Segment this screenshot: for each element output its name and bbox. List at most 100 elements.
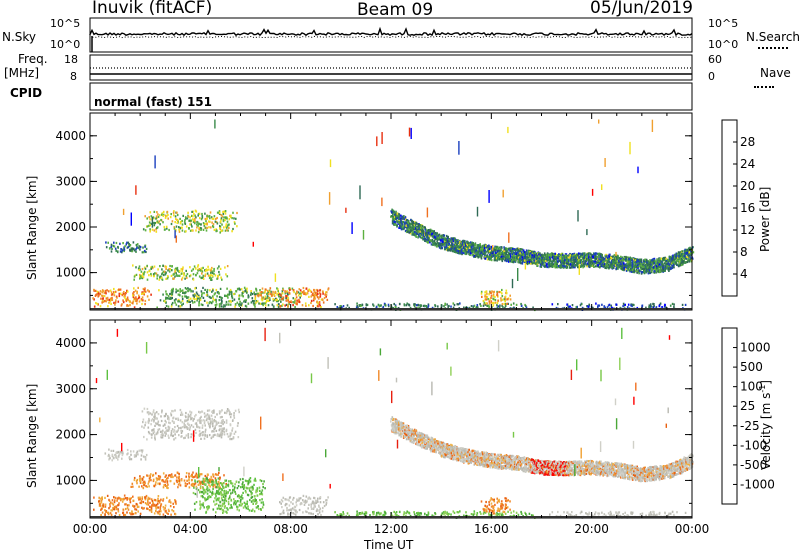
echo-cell (144, 249, 146, 253)
echo-cell (284, 292, 287, 295)
trace-cell (397, 217, 400, 220)
echo-cell (178, 274, 180, 277)
trace-cell (533, 259, 536, 262)
trace-cell (629, 260, 632, 263)
echo-cell (165, 271, 167, 274)
trace-cell (547, 255, 549, 258)
echo-cell (358, 304, 361, 307)
echo-cell (113, 291, 116, 294)
echo-cell (175, 288, 177, 291)
trace-cell (594, 254, 596, 257)
trace-cell (501, 258, 503, 261)
trace-cell (411, 233, 413, 236)
trace-cell (410, 226, 413, 229)
echo-cell (189, 297, 192, 300)
trace-cell (557, 254, 559, 257)
trace-cell (586, 254, 588, 257)
trace-cell (665, 263, 667, 266)
trace-cell (420, 236, 422, 239)
trace-cell (683, 249, 685, 253)
trace-cell (627, 259, 629, 262)
trace-cell (469, 248, 472, 252)
trace-cell (559, 259, 561, 262)
trace-cell (627, 266, 629, 269)
echo-cell (284, 304, 286, 307)
echo-cell (181, 278, 183, 281)
echo-cell (216, 267, 219, 270)
trace-cell (636, 261, 638, 264)
echo-cell (140, 270, 143, 273)
echo-cell (295, 301, 297, 304)
trace-cell (438, 236, 440, 239)
echo-cell (488, 300, 491, 303)
echo-cell (149, 228, 151, 231)
echo-cell (246, 290, 248, 293)
echo-cell (113, 301, 115, 304)
trace-cell (554, 263, 557, 266)
trace-cell (575, 264, 577, 267)
trace-cell (548, 254, 551, 257)
trace-cell (455, 251, 457, 254)
trace-cell (564, 265, 567, 268)
echo-cell (272, 293, 274, 296)
echo-cell (320, 298, 323, 301)
echo-cell (604, 306, 606, 309)
echo-cell (141, 302, 143, 306)
trace-cell (430, 243, 433, 246)
echo-cell (136, 292, 138, 295)
trace-cell (538, 261, 540, 264)
trace-cell (479, 252, 481, 255)
echo-cell (190, 223, 192, 226)
trace-cell (467, 246, 469, 249)
echo-cell (196, 293, 199, 296)
echo-cell (190, 269, 193, 272)
echo-cell (425, 306, 428, 309)
trace-cell (450, 244, 453, 247)
echo-cell (198, 226, 200, 230)
trace-cell (400, 223, 403, 226)
echo-cell (153, 224, 156, 227)
echo-cell (181, 295, 184, 298)
echo-cell (163, 225, 166, 229)
trace-cell (622, 262, 624, 265)
echo-cell (107, 290, 110, 293)
echo-cell (173, 226, 176, 229)
echo-cell (295, 296, 298, 299)
trace-cell (672, 256, 674, 259)
echo-cell (422, 304, 425, 307)
trace-cell (613, 262, 615, 265)
trace-cell (551, 256, 554, 259)
trace-cell (669, 268, 671, 271)
echo-cell (520, 302, 522, 306)
trace-cell (671, 256, 673, 259)
trace-cell (446, 237, 449, 240)
trace-cell (402, 224, 404, 227)
echo-cell (205, 293, 208, 296)
trace-cell (436, 245, 438, 248)
trace-cell (520, 259, 522, 262)
trace-cell (581, 255, 583, 258)
trace-cell (656, 258, 658, 261)
trace-cell (527, 256, 529, 259)
trace-cell (648, 261, 651, 264)
trace-cell (608, 260, 610, 263)
trace-cell (668, 263, 671, 266)
trace-cell (478, 247, 480, 250)
trace-cell (583, 264, 585, 267)
trace-cell (599, 266, 601, 269)
trace-cell (447, 235, 449, 238)
echo-cell (262, 296, 264, 299)
trace-cell (552, 263, 555, 266)
echo-cell (106, 289, 108, 292)
trace-cell (474, 255, 477, 258)
trace-cell (661, 260, 663, 263)
echo-cell (210, 277, 213, 280)
trace-cell (645, 263, 648, 266)
trace-cell (646, 266, 649, 269)
echo-cell (138, 245, 140, 248)
trace-cell (456, 242, 459, 245)
echo-cell (212, 297, 214, 300)
echo-cell (258, 302, 260, 305)
trace-cell (491, 250, 493, 253)
station-title: Inuvik (fitACF) (92, 0, 213, 18)
